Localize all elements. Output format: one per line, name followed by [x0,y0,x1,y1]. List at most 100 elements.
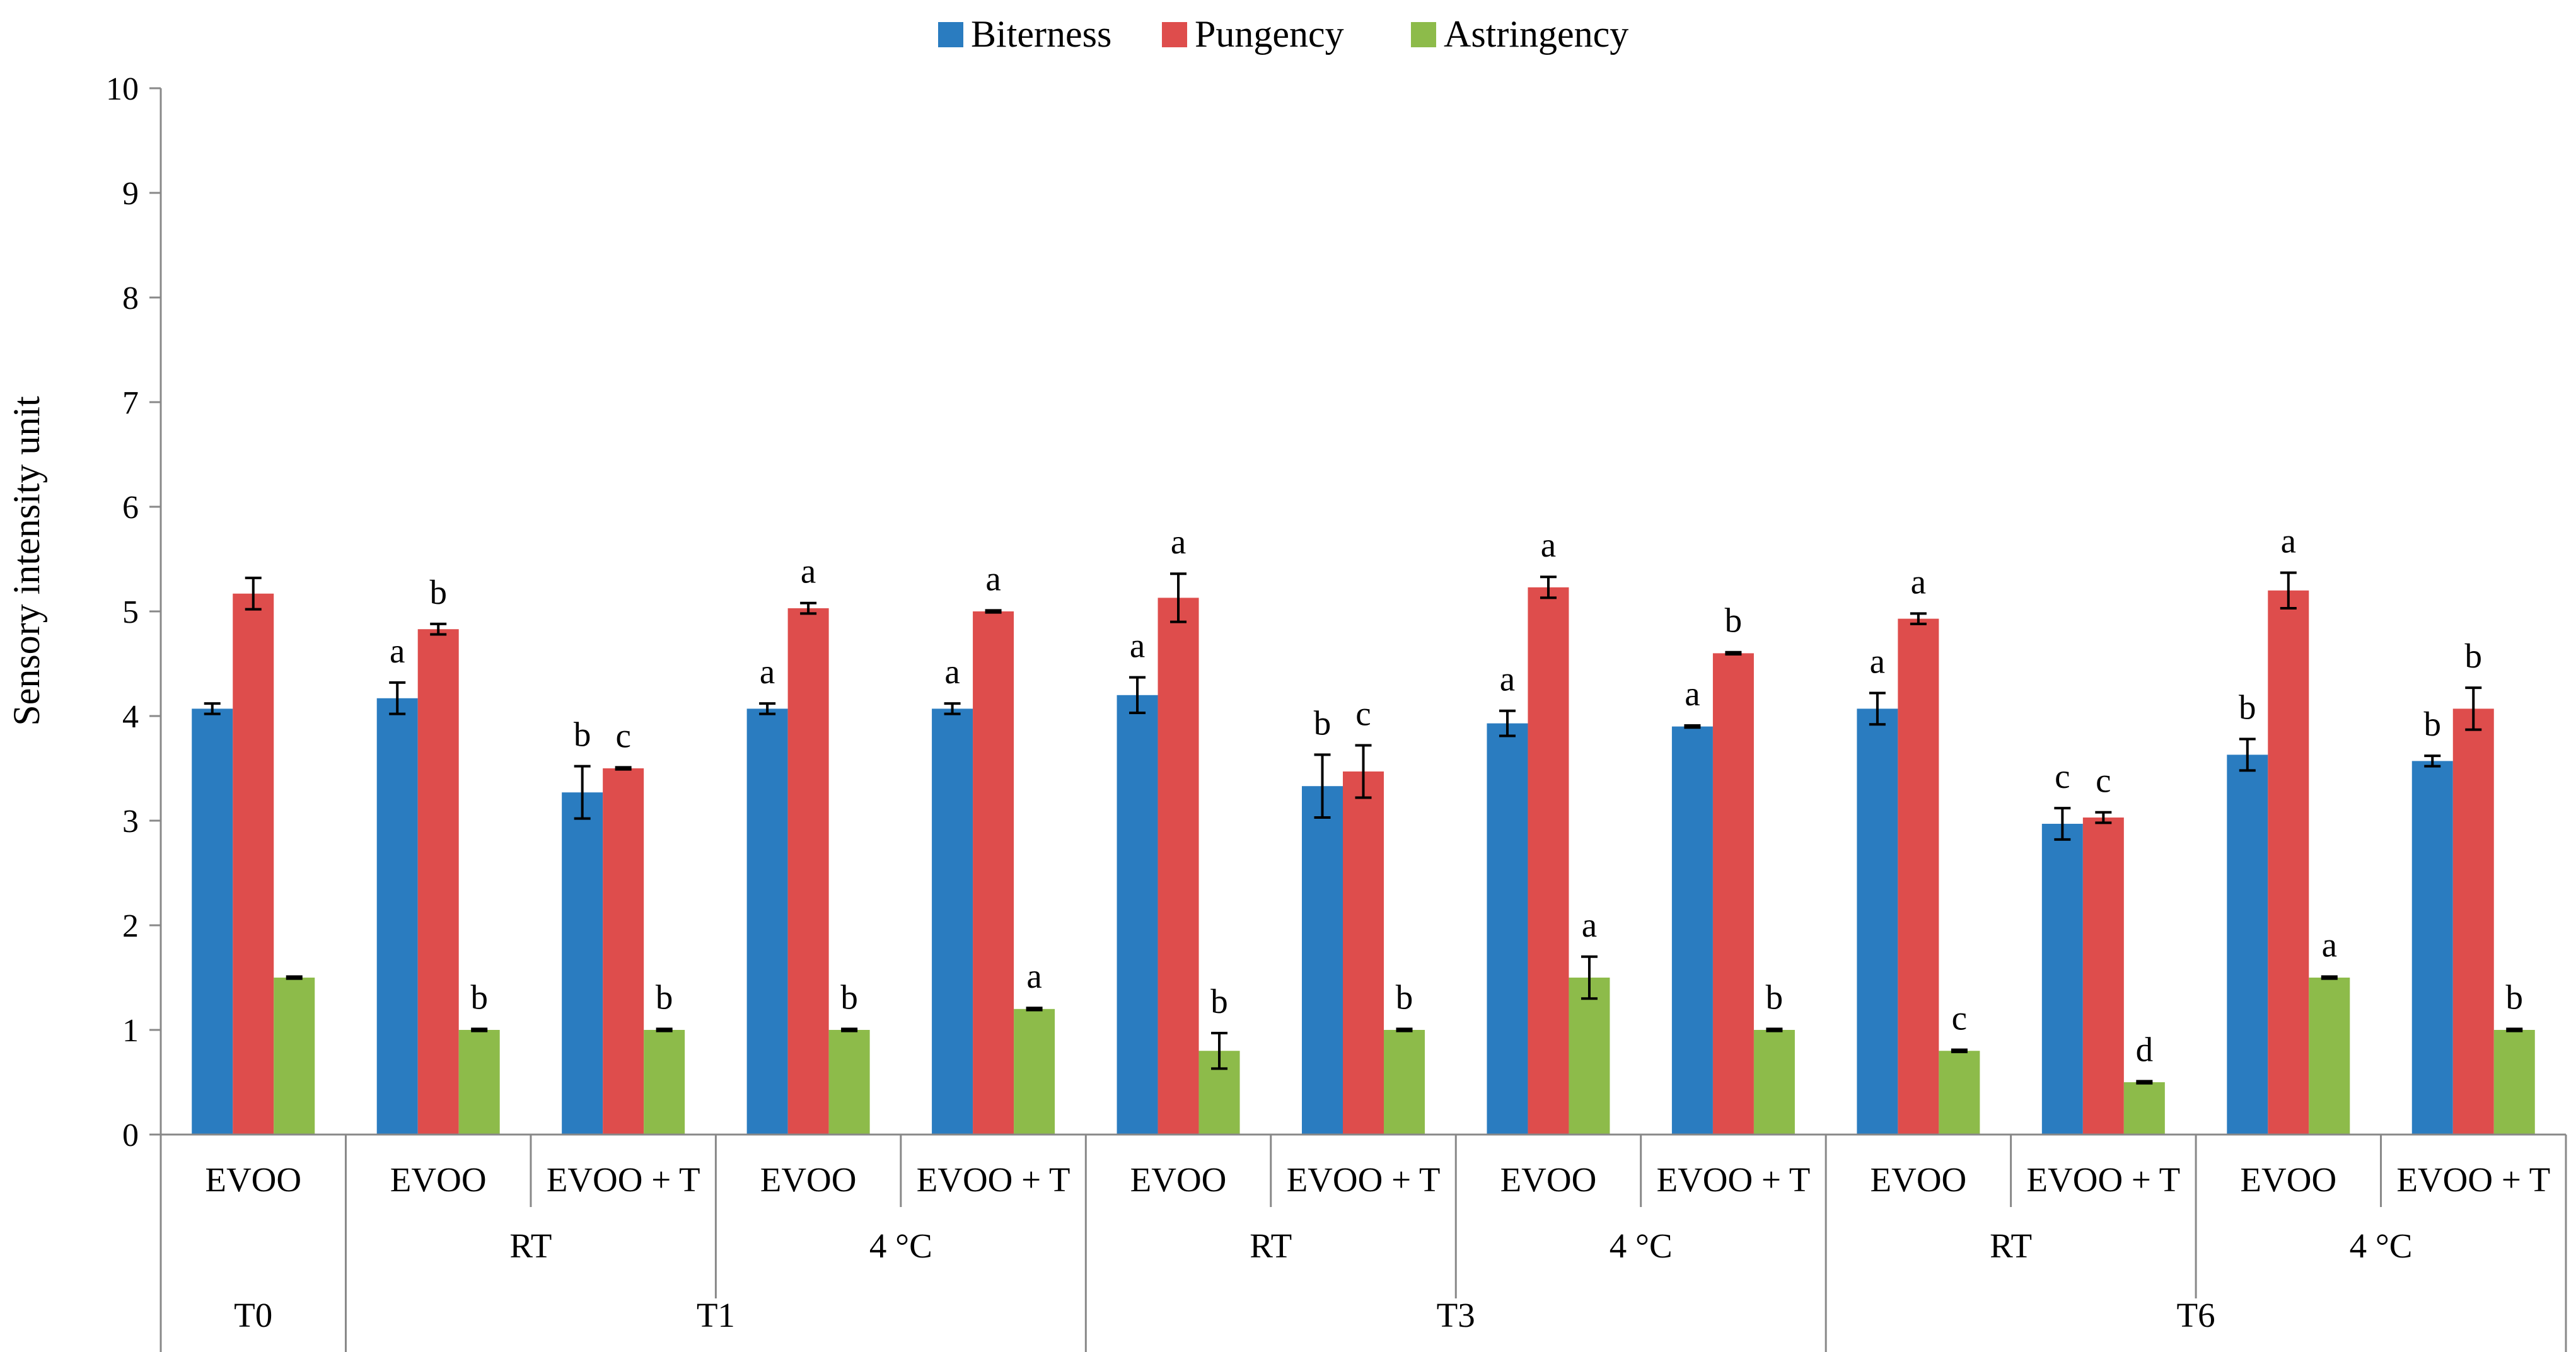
time-group-label: T6 [2177,1296,2215,1334]
significance-label: a [760,652,775,691]
significance-label: a [1171,523,1186,561]
bar-pungency [787,608,829,1135]
x-category-label: EVOO + T [2026,1160,2180,1199]
significance-label: b [840,978,858,1016]
bar-pungency [1898,618,1939,1135]
legend-swatch-astringency [1411,22,1436,47]
significance-label: b [2506,978,2524,1016]
bar-biterness [2041,823,2083,1135]
x-category-label: EVOO [205,1160,301,1199]
significance-label: a [390,632,405,670]
y-tick-label: 2 [122,908,139,944]
significance-label: c [2096,761,2111,800]
significance-label: b [2239,688,2256,727]
y-tick-label: 6 [122,490,139,526]
x-category-label: EVOO + T [547,1160,700,1199]
bar-astringency [1753,1030,1795,1135]
x-axis: EVOO EVOO EVOO + T EVOO EVOO + T EVOO EVOO + T… [160,1133,2567,1352]
legend-label: Astringency [1444,13,1628,55]
y-tick-label: 1 [122,1013,139,1049]
legend-label: Pungency [1195,13,1344,55]
bar-astringency [458,1030,500,1135]
significance-label: a [1541,526,1556,564]
bar-astringency [644,1030,685,1135]
time-group-label: T0 [234,1296,272,1334]
time-group-label: T1 [697,1296,735,1334]
x-category-label: EVOO + T [917,1160,1070,1199]
significance-label: a [1500,660,1515,698]
significance-label: d [2136,1030,2154,1068]
significance-label: a [1582,906,1597,944]
significance-label: b [470,978,488,1016]
y-tick-label: 5 [122,594,139,630]
y-tick-label: 4 [122,699,139,735]
bar-biterness [562,792,603,1135]
significance-label: a [1911,562,1926,601]
bar-pungency [2082,818,2124,1135]
x-category-label: EVOO + T [2396,1160,2550,1199]
bar-pungency [1712,653,1754,1135]
legend: Biterness Pungency Astringency [938,13,1628,55]
significance-label: c [1952,999,1967,1037]
y-axis-label: Sensory intensity unit [6,396,47,726]
y-tick-label: 7 [122,385,139,421]
significance-label: a [1685,674,1700,713]
bar-biterness [746,708,788,1135]
significance-label: b [1766,978,1784,1016]
bar-biterness [192,708,233,1135]
bar-astringency [1939,1051,1980,1135]
legend-swatch-biterness [938,22,963,47]
y-tick-label: 9 [122,176,139,212]
legend-label: Biterness [971,13,1111,55]
bar-pungency [2268,590,2309,1135]
legend-swatch-pungency [1162,22,1187,47]
significance-label: b [429,573,447,611]
x-category-label: EVOO [1500,1160,1597,1199]
bar-astringency [2309,978,2350,1135]
bar-astringency [2123,1082,2165,1135]
bar-pungency [233,593,274,1135]
storage-group-label: RT [1250,1227,1292,1265]
bar-astringency [1384,1030,1425,1135]
bar-pungency [973,611,1014,1135]
significance-label: b [1210,982,1228,1020]
storage-group-label: 4 °C [1610,1227,1673,1265]
x-category-label: EVOO + T [1656,1160,1810,1199]
significance-label: b [1314,703,1332,742]
x-category-label: EVOO [390,1160,487,1199]
y-tick-label: 3 [122,804,139,840]
x-category-label: EVOO [1130,1160,1227,1199]
significance-label: c [1355,694,1371,732]
significance-label: b [656,978,673,1016]
time-group-label: T3 [1437,1296,1475,1334]
storage-group-label: 4 °C [2350,1227,2413,1265]
bar-pungency [2452,708,2494,1135]
y-axis: 0 1 2 3 4 5 6 7 8 9 10 [106,71,162,1153]
bar-astringency [274,978,315,1135]
bar-astringency [828,1030,870,1135]
bar-biterness [376,698,418,1135]
significance-label: a [985,559,1001,598]
significance-label: b [2424,705,2442,743]
significance-label: b [2465,637,2483,675]
bar-pungency [1343,771,1384,1135]
bar-astringency [1569,978,1610,1135]
bar-biterness [2227,754,2268,1135]
x-category-label: EVOO + T [1287,1160,1441,1199]
significance-label: c [615,716,630,754]
bar-biterness [932,708,973,1135]
bar-pungency [1528,587,1569,1135]
significance-label: a [2281,522,2296,560]
bar-biterness [2411,761,2453,1135]
significance-label: a [1870,642,1885,680]
storage-group-label: 4 °C [869,1227,932,1265]
bar-pungency [603,768,644,1135]
bar-biterness [1671,726,1713,1135]
x-category-label: EVOO [1871,1160,1967,1199]
bar-astringency [1014,1008,1055,1135]
x-category-label: EVOO [2240,1160,2336,1199]
y-tick-label: 10 [106,71,139,107]
significance-label: b [1725,601,1743,640]
bar-biterness [1857,708,1898,1135]
